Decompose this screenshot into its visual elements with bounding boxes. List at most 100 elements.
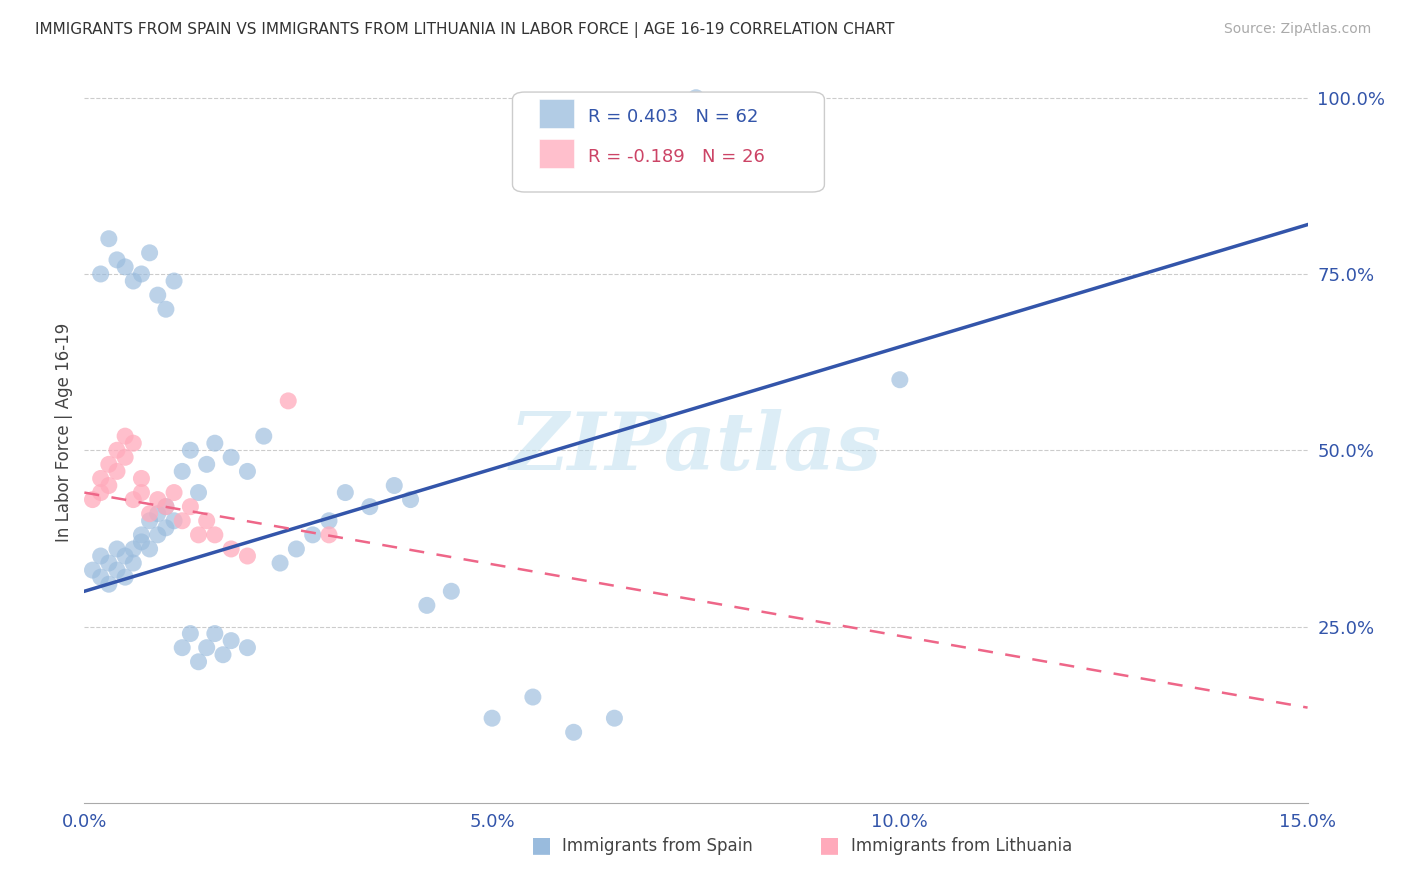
Point — [155, 302, 177, 317]
Point — [90, 267, 112, 281]
Point — [138, 541, 160, 556]
Point — [146, 492, 169, 507]
Text: Immigrants from Lithuania: Immigrants from Lithuania — [851, 837, 1071, 855]
Point — [114, 570, 136, 584]
Point — [236, 464, 259, 478]
Point — [131, 528, 153, 542]
Text: ■: ■ — [820, 836, 839, 855]
Point — [179, 443, 201, 458]
Point — [122, 541, 145, 556]
Point — [172, 640, 194, 655]
Point — [481, 711, 503, 725]
Point — [131, 535, 153, 549]
Point — [146, 528, 169, 542]
Y-axis label: In Labor Force | Age 16-19: In Labor Force | Age 16-19 — [55, 323, 73, 542]
Point — [155, 500, 177, 514]
Text: R = -0.189   N = 26: R = -0.189 N = 26 — [588, 148, 765, 166]
Point — [97, 577, 120, 591]
Point — [122, 274, 145, 288]
Point — [90, 485, 112, 500]
Point — [122, 556, 145, 570]
Point — [163, 514, 186, 528]
Point — [269, 556, 291, 570]
Point — [318, 528, 340, 542]
Point — [163, 274, 186, 288]
Point — [522, 690, 544, 704]
Point — [146, 288, 169, 302]
Text: IMMIGRANTS FROM SPAIN VS IMMIGRANTS FROM LITHUANIA IN LABOR FORCE | AGE 16-19 CO: IMMIGRANTS FROM SPAIN VS IMMIGRANTS FROM… — [35, 22, 894, 38]
Point — [82, 492, 104, 507]
Text: Immigrants from Spain: Immigrants from Spain — [562, 837, 754, 855]
Point — [114, 450, 136, 465]
FancyBboxPatch shape — [540, 138, 574, 168]
Text: ZIPatlas: ZIPatlas — [510, 409, 882, 486]
Point — [301, 528, 323, 542]
Point — [187, 655, 209, 669]
Point — [889, 373, 911, 387]
Point — [685, 91, 707, 105]
Point — [187, 485, 209, 500]
Point — [399, 492, 422, 507]
Point — [219, 633, 242, 648]
Point — [204, 528, 226, 542]
Point — [382, 478, 405, 492]
Point — [562, 725, 585, 739]
Point — [179, 626, 201, 640]
Point — [219, 541, 242, 556]
FancyBboxPatch shape — [540, 99, 574, 128]
Point — [114, 429, 136, 443]
Point — [97, 556, 120, 570]
Point — [131, 471, 153, 485]
Point — [204, 626, 226, 640]
Point — [138, 245, 160, 260]
Point — [318, 514, 340, 528]
Point — [90, 471, 112, 485]
Point — [236, 549, 259, 563]
Point — [114, 260, 136, 274]
Point — [97, 458, 120, 472]
Point — [131, 485, 153, 500]
Point — [277, 393, 299, 408]
Point — [122, 492, 145, 507]
Point — [138, 514, 160, 528]
Point — [146, 507, 169, 521]
Point — [97, 232, 120, 246]
Point — [335, 485, 357, 500]
Point — [114, 549, 136, 563]
Point — [219, 450, 242, 465]
Point — [138, 507, 160, 521]
Point — [440, 584, 463, 599]
Point — [204, 436, 226, 450]
Point — [131, 267, 153, 281]
Point — [172, 464, 194, 478]
Point — [236, 640, 259, 655]
Point — [253, 429, 276, 443]
Point — [105, 464, 128, 478]
Point — [195, 640, 218, 655]
Text: Source: ZipAtlas.com: Source: ZipAtlas.com — [1223, 22, 1371, 37]
Point — [179, 500, 201, 514]
Point — [82, 563, 104, 577]
FancyBboxPatch shape — [513, 92, 824, 192]
Point — [105, 252, 128, 267]
Point — [172, 514, 194, 528]
Point — [105, 541, 128, 556]
Point — [163, 485, 186, 500]
Point — [187, 528, 209, 542]
Text: ■: ■ — [531, 836, 551, 855]
Point — [122, 436, 145, 450]
Point — [105, 443, 128, 458]
Point — [195, 458, 218, 472]
Point — [105, 563, 128, 577]
Point — [90, 570, 112, 584]
Point — [155, 521, 177, 535]
Point — [90, 549, 112, 563]
Point — [603, 711, 626, 725]
Point — [97, 478, 120, 492]
Point — [416, 599, 439, 613]
Text: R = 0.403   N = 62: R = 0.403 N = 62 — [588, 108, 759, 127]
Point — [155, 500, 177, 514]
Point — [285, 541, 308, 556]
Point — [195, 514, 218, 528]
Point — [359, 500, 381, 514]
